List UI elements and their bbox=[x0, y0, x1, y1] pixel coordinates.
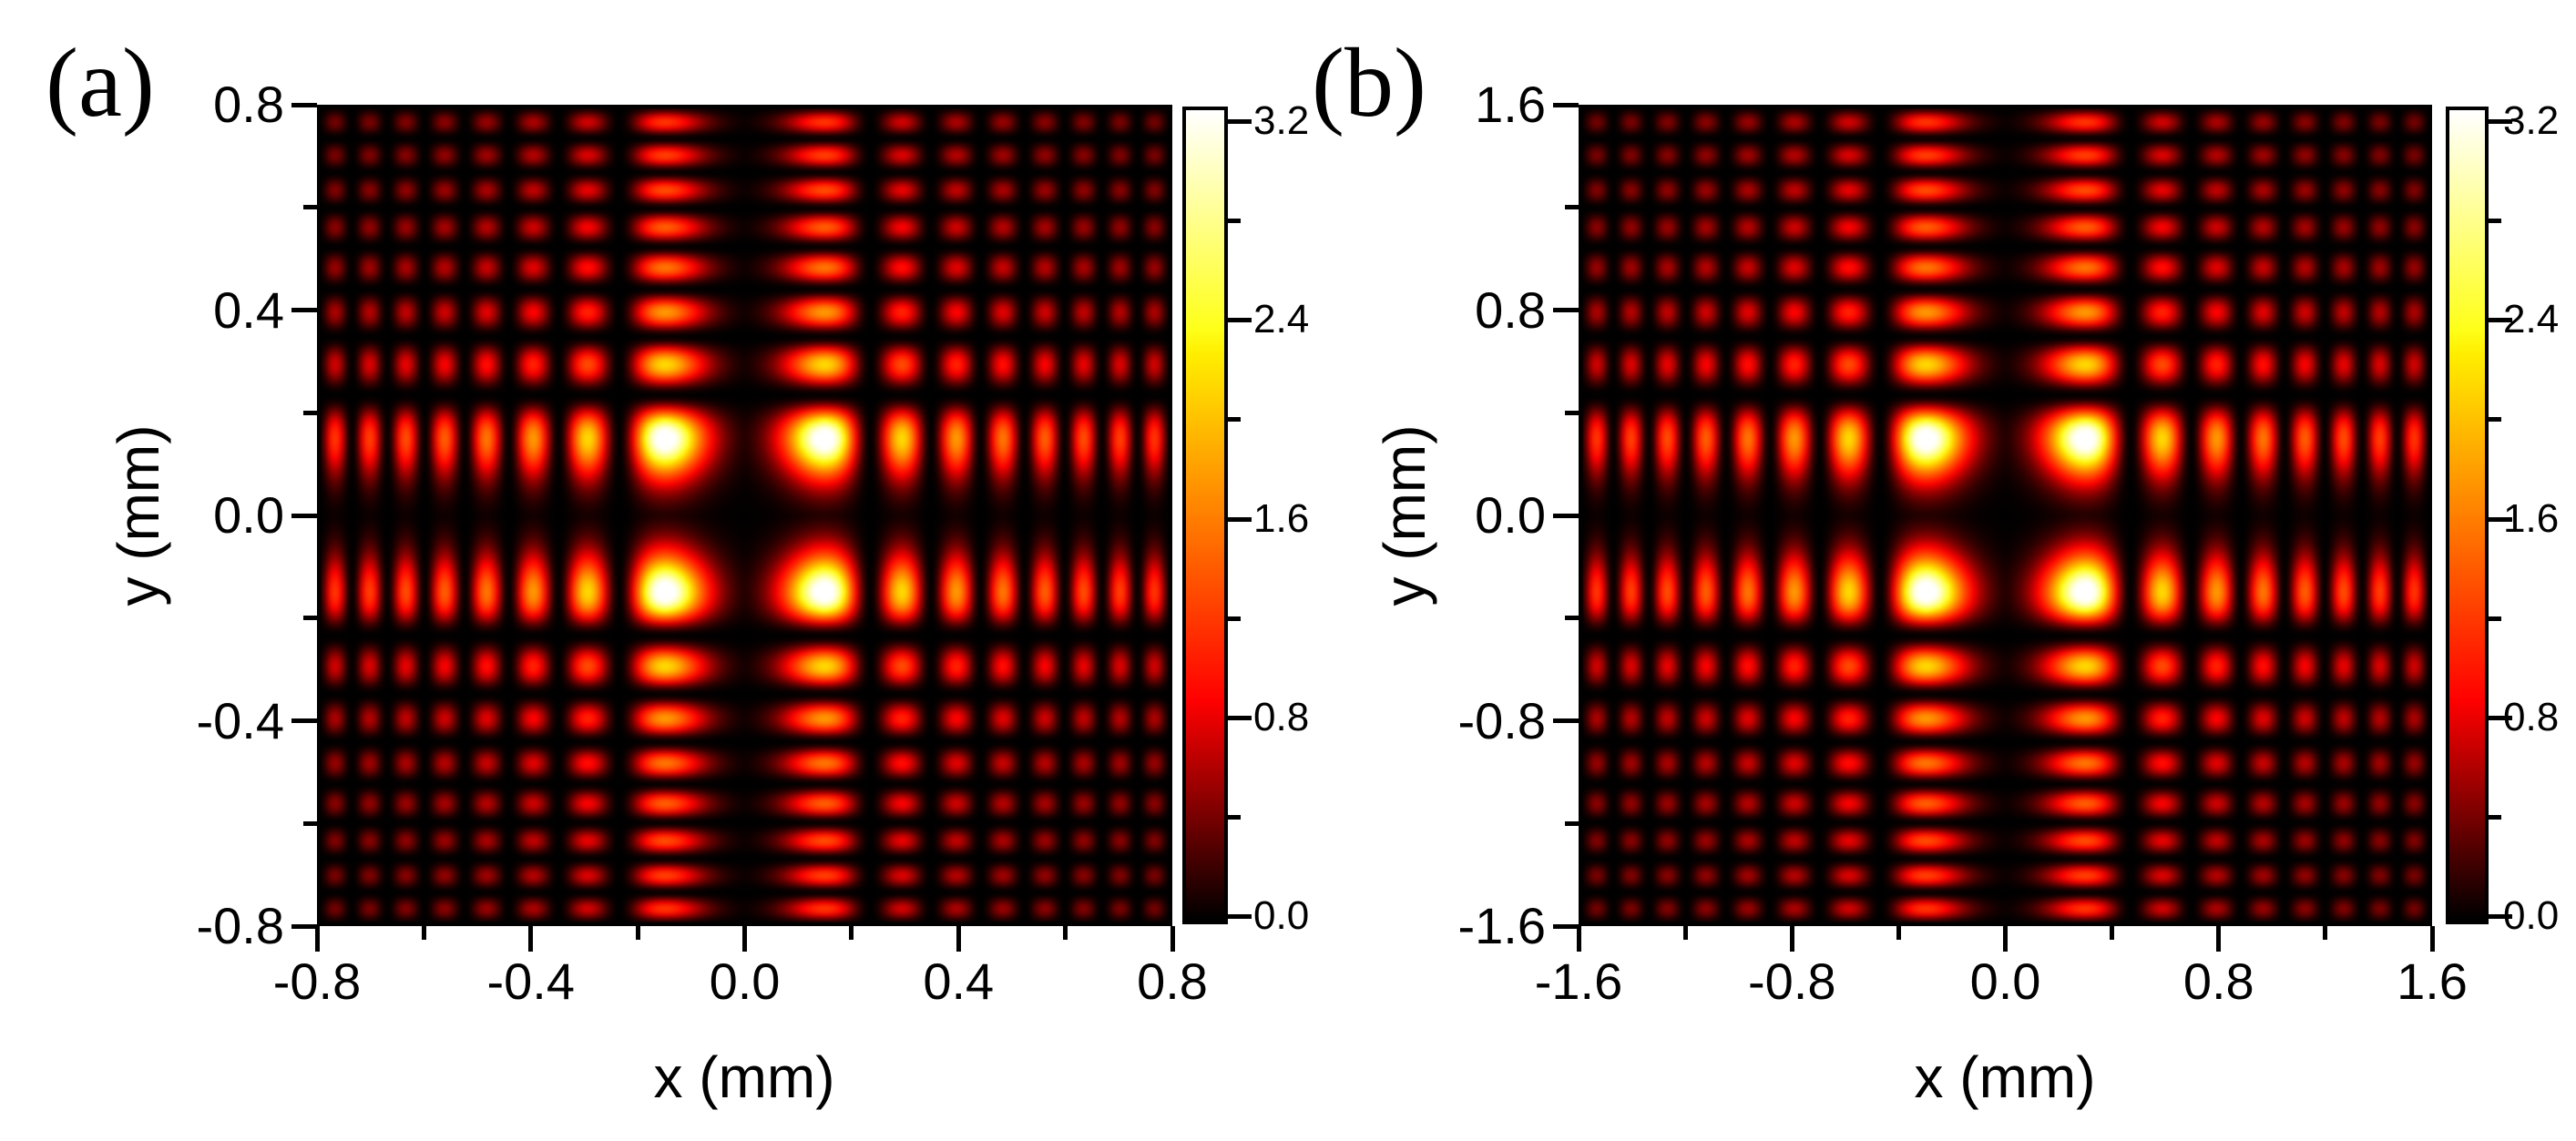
colorbar-tick-label: 2.4 bbox=[2503, 297, 2560, 342]
x-minor-tick bbox=[2110, 926, 2115, 940]
y-major-tick bbox=[291, 102, 317, 107]
x-minor-tick bbox=[1896, 926, 1901, 940]
heatmap-panel-a bbox=[317, 105, 1172, 926]
y-minor-tick bbox=[1565, 410, 1579, 415]
colorbar-tick-label: 3.2 bbox=[1253, 98, 1310, 143]
colorbar-minor-tick bbox=[2489, 417, 2501, 423]
x-major-tick bbox=[1170, 926, 1175, 952]
x-major-tick bbox=[1789, 926, 1794, 952]
colorbar-major-tick bbox=[1228, 715, 1252, 720]
colorbar-minor-tick bbox=[1228, 417, 1241, 423]
x-tick-label: -0.4 bbox=[486, 953, 576, 1010]
colorbar-b bbox=[2446, 107, 2489, 924]
y-tick-label: 0.0 bbox=[1475, 486, 1546, 544]
panel-b-label: (b) bbox=[1312, 29, 1426, 138]
y-tick-label: 1.6 bbox=[1475, 76, 1546, 133]
colorbar-tick-label: 0.8 bbox=[1253, 694, 1310, 739]
colorbar-tick-label: 0.0 bbox=[1253, 893, 1310, 938]
x-axis-title-b: x (mm) bbox=[1914, 1044, 2096, 1110]
y-minor-tick bbox=[1565, 616, 1579, 621]
y-major-tick bbox=[291, 308, 317, 312]
y-major-tick bbox=[1553, 102, 1579, 107]
y-tick-label: 0.4 bbox=[213, 280, 284, 339]
colorbar-major-tick bbox=[2489, 318, 2512, 323]
y-major-tick bbox=[291, 923, 317, 929]
x-major-tick bbox=[956, 926, 961, 952]
x-minor-tick bbox=[1063, 926, 1068, 940]
colorbar-major-tick bbox=[2489, 119, 2512, 124]
x-tick-label: 0.0 bbox=[1969, 953, 2041, 1010]
y-tick-label: 0.8 bbox=[1475, 280, 1546, 339]
y-minor-tick bbox=[303, 205, 317, 210]
colorbar-minor-tick bbox=[1228, 219, 1241, 224]
x-tick-label: 0.0 bbox=[709, 953, 781, 1010]
colorbar-minor-tick bbox=[2489, 616, 2501, 621]
colorbar-gradient-a bbox=[1186, 110, 1224, 921]
x-tick-label: 0.8 bbox=[2182, 953, 2254, 1010]
x-tick-label: -0.8 bbox=[1748, 953, 1836, 1010]
colorbar-major-tick bbox=[1228, 119, 1252, 124]
x-minor-tick bbox=[1682, 926, 1688, 940]
y-axis-title-a: y (mm) bbox=[106, 424, 171, 606]
y-minor-tick bbox=[303, 616, 317, 621]
x-tick-label: 0.4 bbox=[923, 953, 995, 1010]
x-tick-label: -1.6 bbox=[1534, 953, 1623, 1010]
colorbar-major-tick bbox=[1228, 516, 1252, 522]
colorbar-gradient-b bbox=[2449, 110, 2485, 921]
x-axis-title-a: x (mm) bbox=[653, 1044, 835, 1110]
x-tick-label: 1.6 bbox=[2397, 953, 2468, 1010]
colorbar-tick-label: 3.2 bbox=[2503, 98, 2560, 143]
y-major-tick bbox=[1553, 513, 1579, 518]
colorbar-tick-label: 0.8 bbox=[2503, 694, 2560, 739]
x-major-tick bbox=[528, 926, 534, 952]
y-major-tick bbox=[1553, 718, 1579, 723]
colorbar-major-tick bbox=[1228, 318, 1252, 323]
x-major-tick bbox=[2003, 926, 2008, 952]
y-major-tick bbox=[291, 718, 317, 723]
x-minor-tick bbox=[421, 926, 426, 940]
x-major-tick bbox=[2216, 926, 2222, 952]
colorbar-tick-label: 1.6 bbox=[1253, 495, 1310, 541]
x-major-tick bbox=[314, 926, 320, 952]
colorbar-major-tick bbox=[2489, 715, 2512, 720]
y-tick-label: 0.8 bbox=[213, 76, 284, 133]
y-minor-tick bbox=[1565, 205, 1579, 210]
colorbar-minor-tick bbox=[1228, 616, 1241, 621]
x-major-tick bbox=[742, 926, 747, 952]
x-major-tick bbox=[1576, 926, 1581, 952]
y-major-tick bbox=[291, 513, 317, 518]
x-minor-tick bbox=[849, 926, 854, 940]
y-minor-tick bbox=[303, 410, 317, 415]
colorbar-a bbox=[1182, 107, 1228, 924]
heatmap-panel-b bbox=[1579, 105, 2432, 926]
x-minor-tick bbox=[635, 926, 640, 940]
y-tick-label: -0.8 bbox=[196, 897, 285, 954]
y-tick-label: -0.4 bbox=[196, 691, 285, 749]
heatmap-canvas-a bbox=[322, 109, 1168, 922]
colorbar-major-tick bbox=[1228, 914, 1252, 919]
colorbar-minor-tick bbox=[2489, 814, 2501, 820]
colorbar-minor-tick bbox=[1228, 814, 1241, 820]
x-major-tick bbox=[2429, 926, 2435, 952]
y-minor-tick bbox=[1565, 820, 1579, 826]
colorbar-major-tick bbox=[2489, 516, 2512, 522]
colorbar-major-tick bbox=[2489, 914, 2512, 919]
heatmap-canvas-b bbox=[1583, 109, 2428, 922]
colorbar-tick-label: 1.6 bbox=[2503, 495, 2560, 541]
x-tick-label: -0.8 bbox=[272, 953, 362, 1010]
y-tick-label: -0.8 bbox=[1457, 691, 1547, 749]
y-minor-tick bbox=[303, 820, 317, 826]
colorbar-tick-label: 2.4 bbox=[1253, 297, 1310, 342]
y-major-tick bbox=[1553, 308, 1579, 312]
x-minor-tick bbox=[2323, 926, 2328, 940]
y-axis-title-b: y (mm) bbox=[1372, 424, 1437, 606]
colorbar-tick-label: 0.0 bbox=[2503, 893, 2560, 938]
colorbar-minor-tick bbox=[2489, 219, 2501, 224]
y-tick-label: -1.6 bbox=[1457, 897, 1547, 954]
y-major-tick bbox=[1553, 923, 1579, 929]
panel-a-label: (a) bbox=[46, 29, 155, 138]
y-tick-label: 0.0 bbox=[213, 486, 284, 544]
x-tick-label: 0.8 bbox=[1137, 953, 1208, 1010]
